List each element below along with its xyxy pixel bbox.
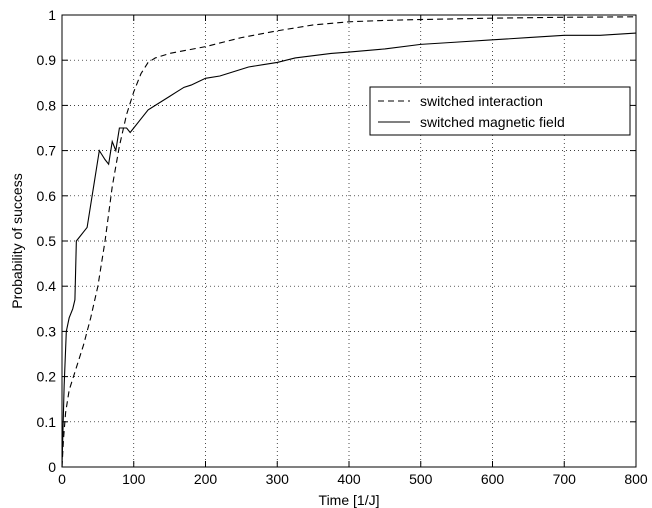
x-tick-label: 300 (266, 471, 290, 487)
legend-label-switched-interaction: switched interaction (420, 93, 543, 109)
y-tick-label: 0.5 (37, 233, 57, 249)
x-tick-label: 800 (624, 471, 648, 487)
grid (62, 15, 636, 467)
series-line-switched-magnetic-field (61, 32, 637, 468)
axis-ticks (61, 14, 637, 468)
y-tick-label: 0.8 (37, 97, 57, 113)
y-tick-label: 0.6 (37, 188, 57, 204)
y-tick-label: 0.4 (37, 278, 57, 294)
x-tick-label: 700 (553, 471, 577, 487)
y-tick-label: 0.7 (37, 143, 57, 159)
y-tick-label: 0 (48, 459, 56, 475)
x-tick-labels: 0 100 200 300 400 500 600 700 800 (58, 471, 648, 487)
series-group (61, 16, 637, 468)
y-tick-label: 0.1 (37, 414, 57, 430)
x-tick-label: 0 (58, 471, 66, 487)
legend: switched interaction switched magnetic f… (369, 86, 631, 136)
y-axis-title: Probability of success (9, 173, 25, 308)
legend-label-switched-magnetic-field: switched magnetic field (420, 114, 565, 130)
y-tick-label: 0.3 (37, 323, 57, 339)
y-tick-label: 0.9 (37, 52, 57, 68)
y-tick-label: 0.2 (37, 369, 57, 385)
x-tick-label: 200 (194, 471, 218, 487)
x-tick-label: 500 (409, 471, 433, 487)
x-tick-label: 600 (481, 471, 505, 487)
y-tick-labels: 0 0.1 0.2 0.3 0.4 0.5 0.6 0.7 0.8 0.9 1 (37, 7, 57, 475)
series-line-switched-interaction (61, 16, 637, 468)
y-tick-label: 1 (48, 7, 56, 23)
legend-box (369, 86, 631, 136)
x-tick-label: 400 (337, 471, 361, 487)
x-axis-title: Time [1/J] (319, 492, 380, 508)
x-tick-label: 100 (122, 471, 146, 487)
